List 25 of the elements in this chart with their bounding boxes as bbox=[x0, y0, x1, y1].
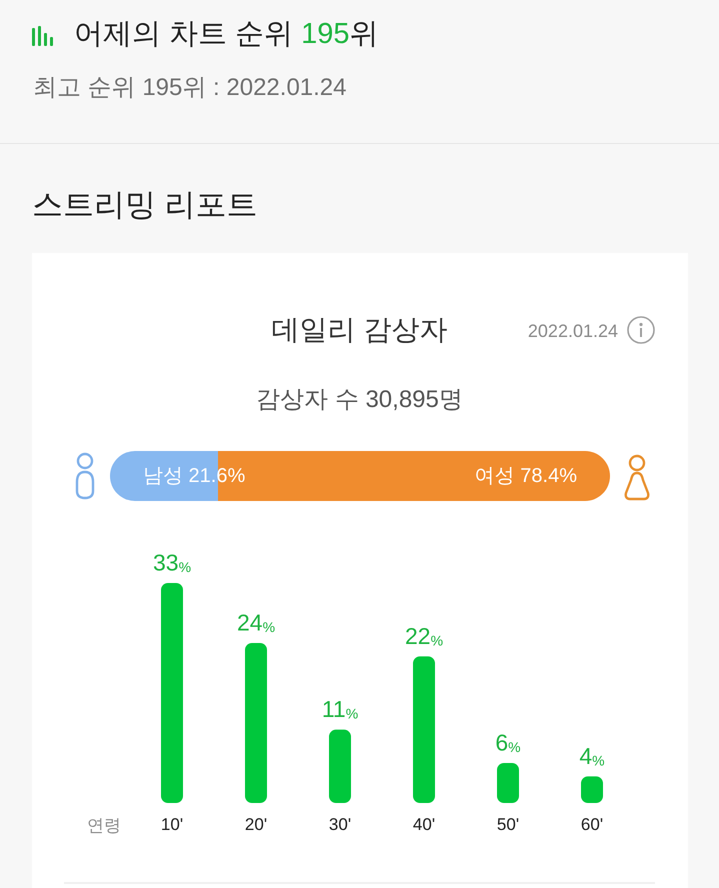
x-tick-label: 50' bbox=[496, 815, 520, 834]
x-tick-label: 20' bbox=[244, 815, 268, 834]
text: 어제의 차트 순위 195위 bbox=[74, 18, 379, 50]
data-label: 33% bbox=[152, 550, 192, 576]
bar bbox=[413, 656, 435, 803]
x-tick-label: 40' bbox=[412, 815, 436, 834]
data-label: 6% bbox=[495, 730, 521, 756]
chart-title: 데일리 감상자 bbox=[272, 314, 448, 345]
data-label: 4% bbox=[579, 742, 605, 769]
text: 최고 순위 195위 : 2022.01.24 bbox=[33, 73, 346, 103]
bar bbox=[161, 583, 183, 803]
x-axis-title: 연령 bbox=[86, 815, 122, 837]
x-tick-label: 60' bbox=[580, 815, 604, 834]
data-label: 24% bbox=[236, 610, 276, 636]
data-label: 22% bbox=[404, 622, 444, 649]
bar bbox=[329, 730, 351, 803]
x-tick-label: 10' bbox=[160, 815, 184, 834]
data-label: 여성 78.4% bbox=[474, 465, 578, 487]
bar bbox=[245, 643, 267, 803]
bar bbox=[497, 763, 519, 803]
chart-subtitle: 감상자 수 30,895명 bbox=[255, 385, 464, 415]
text: 스트리밍 리포트 bbox=[32, 186, 258, 224]
x-tick-label: 30' bbox=[328, 815, 352, 834]
text: 2022.01.24 bbox=[528, 320, 618, 343]
data-label: 11% bbox=[322, 696, 358, 722]
